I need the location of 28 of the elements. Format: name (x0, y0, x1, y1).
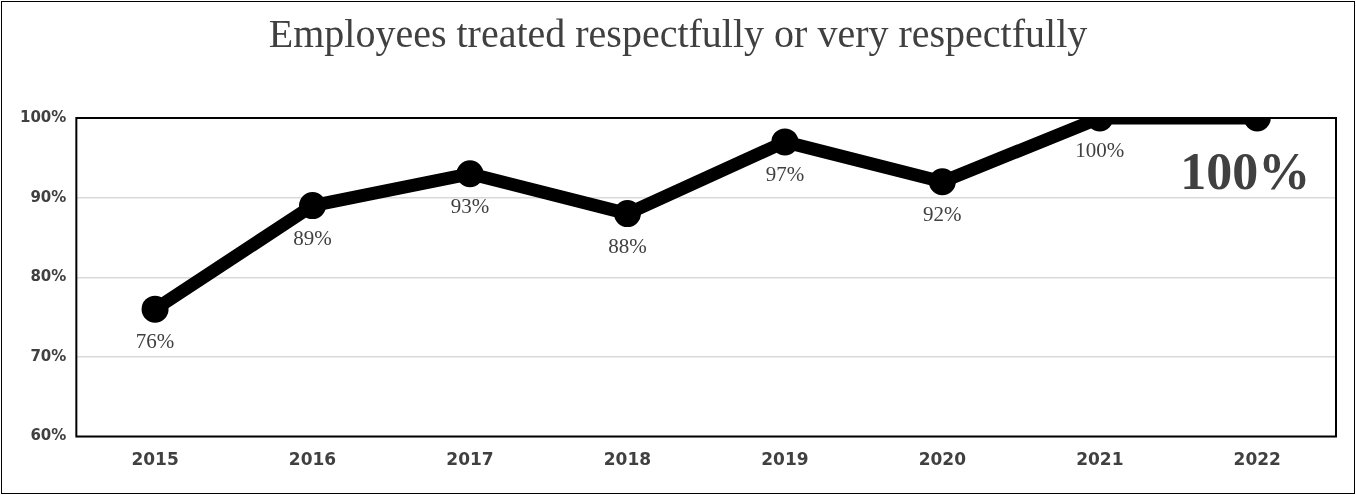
data-label: 89% (293, 225, 332, 250)
y-tick-label: 80% (30, 267, 67, 286)
point (456, 160, 484, 188)
data-label: 100% (1180, 143, 1311, 201)
point (771, 128, 799, 156)
x-tick-label: 2021 (1076, 449, 1124, 470)
point (613, 200, 641, 228)
data-label: 97% (765, 161, 805, 186)
data-label: 92% (923, 201, 962, 226)
data-label: 100% (1075, 138, 1125, 163)
y-tick-label: 90% (30, 187, 67, 206)
y-tick-label: 60% (30, 426, 67, 445)
point (928, 168, 956, 196)
point (299, 192, 327, 220)
x-tick-label: 2015 (131, 449, 179, 470)
x-tick-label: 2018 (603, 449, 652, 470)
x-tick-label: 2020 (918, 449, 967, 470)
x-tick-label: 2022 (1233, 449, 1281, 470)
data-label: 93% (450, 193, 490, 218)
y-tick-label: 100% (20, 107, 67, 126)
data-label: 88% (608, 233, 647, 258)
x-tick-label: 2016 (288, 449, 337, 470)
point (141, 295, 169, 323)
data-label: 76% (135, 329, 175, 354)
x-tick-label: 2019 (761, 449, 809, 470)
x-tick-label: 2017 (446, 449, 494, 470)
chart-title: Employees treated respectfully or very respectfully (267, 10, 1089, 57)
y-tick-label: 70% (30, 346, 67, 365)
